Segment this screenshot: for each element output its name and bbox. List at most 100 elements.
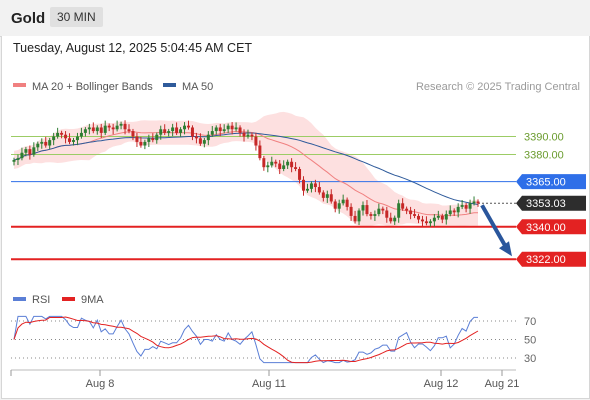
candle [250,132,254,141]
candle-body [147,138,151,142]
candle [278,159,282,175]
forecast-arrow [480,204,512,257]
candle [294,162,298,172]
candle [40,138,44,149]
candle-body [52,136,56,141]
level-tag-last: 3353.03 [516,195,586,211]
candle-body [373,214,377,216]
candle [258,140,262,161]
x-tick-label: Aug 8 [86,378,115,390]
candle-body [440,215,444,220]
level-tags: 3390.00 3380.00 3365.00 3353.03 3340.00 3322.… [516,132,586,267]
bollinger-band-fill [14,111,478,227]
candle-body [317,187,321,193]
candle [190,125,194,141]
candle [175,122,179,136]
candle [99,123,103,138]
candle [83,127,87,137]
candle-body [472,201,476,204]
candle [28,145,32,160]
candle [20,147,24,161]
candle-body [111,127,115,130]
candle-body [420,219,424,222]
candle [16,154,20,166]
candle-body [329,194,333,202]
candle [440,213,444,224]
candle-body [409,210,413,215]
candle [357,208,361,225]
candle [119,121,123,130]
price-levels [11,136,516,261]
candle [333,199,337,213]
candle-body [32,147,36,155]
candle [238,125,242,137]
candle [159,125,163,140]
candle [369,211,373,220]
level-tag-support: 3322.00 [516,251,586,267]
candle-body [325,194,329,198]
candle [377,203,381,217]
rsi-legend-item: RSI [13,294,50,306]
candle [56,127,60,139]
candle-body [242,132,246,137]
candle-body [95,127,99,132]
candle [115,120,119,132]
candle-body [333,201,337,209]
chart-header: Gold 30 MIN [0,0,590,37]
candle [432,214,436,227]
candle-body [83,129,87,133]
copyright-text: Research © 2025 Trading Central [416,81,580,93]
candle [143,139,147,150]
candle [135,132,139,147]
candle [194,132,198,144]
rsi-line [13,315,478,364]
candle [373,210,377,221]
candle [325,190,329,203]
candle-body [302,179,306,191]
candle [266,161,270,173]
candle [337,199,341,214]
candle [103,120,107,136]
forecast-arrow-head [499,241,512,257]
candle [353,210,357,224]
level-label: 3365.00 [526,177,566,189]
candle [24,146,28,157]
timeframe-badge[interactable]: 30 MIN [50,7,103,27]
candle-body [282,165,286,169]
candle [234,122,238,132]
candle-body [36,143,40,148]
legend-item: MA 20 + Bollinger Bands [13,81,153,93]
candle [313,179,317,193]
candle [420,215,424,227]
candle-body [413,214,417,216]
candle-body [230,125,234,130]
candle [186,120,190,130]
candle [305,183,309,193]
candle [68,133,72,145]
candle-body [131,131,135,137]
candle-body [226,125,230,130]
rsi-tick-label: 50 [524,335,536,347]
candle-body [218,127,222,132]
candle [52,132,56,146]
candle-body [79,132,83,137]
candle [298,166,302,184]
candle [385,206,389,223]
candle [210,126,214,137]
candle [179,127,183,137]
candle [226,123,230,133]
candle [381,206,385,215]
candle [302,176,306,196]
candle [290,158,294,173]
candle [270,156,274,168]
level-label: 3322.00 [526,254,566,266]
candle [274,159,278,168]
candle-body [353,215,357,222]
level-tag-shape [516,174,586,190]
candle-body [337,203,341,209]
candle [329,189,333,204]
candle-body [75,136,79,141]
candle [198,133,202,146]
candle [476,199,480,207]
candle-body [151,138,155,141]
